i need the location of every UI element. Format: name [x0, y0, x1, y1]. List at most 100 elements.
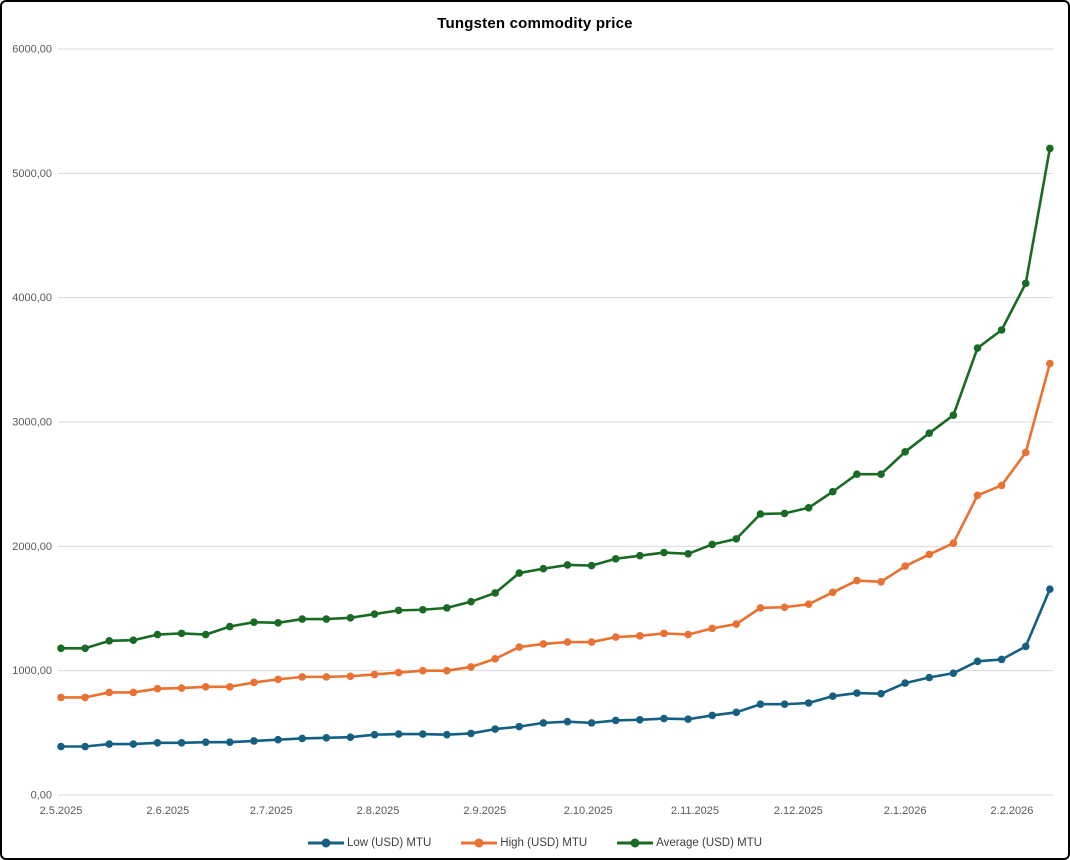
data-point-high	[274, 675, 282, 684]
legend-marker-average	[617, 838, 654, 848]
x-axis-tick-label: 2.1.2026	[884, 805, 927, 817]
x-axis-tick-label: 2.9.2025	[463, 805, 506, 817]
data-point-average	[394, 606, 403, 615]
data-point-average	[973, 344, 982, 352]
data-point-high	[443, 666, 451, 675]
data-point-average	[804, 503, 813, 512]
data-point-low	[563, 717, 572, 726]
legend-marker-high	[461, 838, 498, 848]
y-axis-tick-label: 1000,00	[12, 665, 52, 677]
data-point-low	[274, 735, 282, 744]
data-point-low	[708, 711, 716, 720]
data-point-low	[81, 742, 89, 751]
data-point-high	[250, 678, 258, 687]
y-axis-tick-label: 0,00	[31, 790, 52, 802]
data-point-high	[563, 638, 572, 646]
legend-label-average: Average (USD) MTU	[656, 837, 763, 849]
data-point-low	[901, 679, 909, 687]
data-point-high	[756, 604, 765, 612]
data-point-average	[57, 644, 65, 653]
data-point-average	[177, 629, 186, 638]
data-point-high	[81, 693, 89, 702]
chart-legend: Low (USD) MTU High (USD) MTU Average (USD)…	[2, 837, 1068, 849]
data-point-average	[81, 644, 89, 653]
data-point-low	[949, 669, 958, 677]
data-point-average	[443, 604, 451, 612]
data-point-average	[153, 630, 162, 639]
data-point-average	[322, 615, 331, 623]
data-point-average	[129, 636, 138, 645]
y-axis-tick-label: 4000,00	[12, 292, 52, 304]
x-axis-tick-label: 2.8.2025	[357, 805, 400, 817]
data-point-high	[587, 638, 596, 646]
data-point-average	[925, 429, 934, 437]
data-point-average	[780, 509, 789, 518]
data-point-low	[925, 673, 934, 682]
chart-title: Tungsten commodity price	[437, 15, 633, 32]
data-point-low	[756, 700, 765, 709]
legend-marker-low	[307, 838, 344, 848]
legend-item-average: Average (USD) MTU	[617, 837, 762, 849]
data-point-average	[563, 561, 572, 569]
data-point-high	[853, 576, 861, 585]
data-point-low	[370, 730, 379, 739]
data-point-low	[684, 715, 692, 723]
data-point-average	[298, 615, 306, 623]
data-point-low	[732, 708, 741, 717]
data-point-average	[1046, 144, 1054, 153]
data-point-average	[250, 618, 258, 626]
legend-item-high: High (USD) MTU	[461, 837, 587, 849]
data-point-high	[418, 666, 427, 675]
data-point-average	[828, 487, 837, 496]
data-point-high	[732, 620, 741, 628]
legend-item-low: Low (USD) MTU	[307, 837, 431, 849]
data-point-average	[587, 561, 596, 570]
x-axis-tick-label: 2.11.2025	[671, 805, 719, 817]
data-point-high	[298, 673, 306, 681]
data-point-high	[611, 633, 620, 641]
x-axis-tick-label: 2.10.2025	[564, 805, 613, 817]
data-point-average	[539, 564, 548, 573]
data-point-average	[756, 510, 765, 518]
legend-marker-dot-high	[474, 838, 484, 848]
data-point-average	[636, 551, 644, 560]
data-point-low	[57, 742, 65, 751]
data-point-low	[177, 738, 186, 747]
data-point-low	[973, 657, 982, 666]
data-point-low	[587, 719, 596, 727]
data-point-low	[1021, 642, 1030, 651]
series-line-low	[61, 588, 1052, 748]
data-point-high	[370, 670, 379, 679]
data-point-high	[804, 600, 813, 608]
y-axis-tick-label: 2000,00	[12, 541, 52, 553]
data-point-average	[105, 637, 114, 645]
data-point-average	[226, 622, 234, 631]
data-point-average	[274, 618, 282, 627]
data-point-high	[105, 688, 114, 697]
data-point-high	[636, 632, 644, 640]
data-point-average	[660, 548, 668, 557]
data-point-low	[636, 715, 644, 724]
data-point-average	[1021, 279, 1030, 288]
data-point-low	[804, 699, 813, 707]
data-point-low	[298, 734, 306, 743]
data-point-high	[346, 672, 355, 681]
data-point-low	[877, 689, 885, 698]
data-point-high	[539, 640, 548, 648]
data-point-high	[177, 684, 186, 692]
data-point-average	[684, 549, 692, 558]
data-point-average	[949, 411, 958, 419]
data-point-low	[853, 689, 861, 697]
series-line-high	[61, 363, 1052, 699]
data-point-high	[467, 663, 475, 671]
data-point-low	[539, 719, 548, 727]
data-point-average	[877, 470, 885, 479]
data-point-average	[346, 614, 355, 622]
data-point-low	[1046, 585, 1054, 594]
data-point-average	[997, 326, 1006, 334]
data-point-high	[973, 491, 982, 500]
data-point-average	[611, 554, 620, 563]
data-point-average	[732, 535, 741, 543]
data-point-low	[491, 725, 499, 733]
